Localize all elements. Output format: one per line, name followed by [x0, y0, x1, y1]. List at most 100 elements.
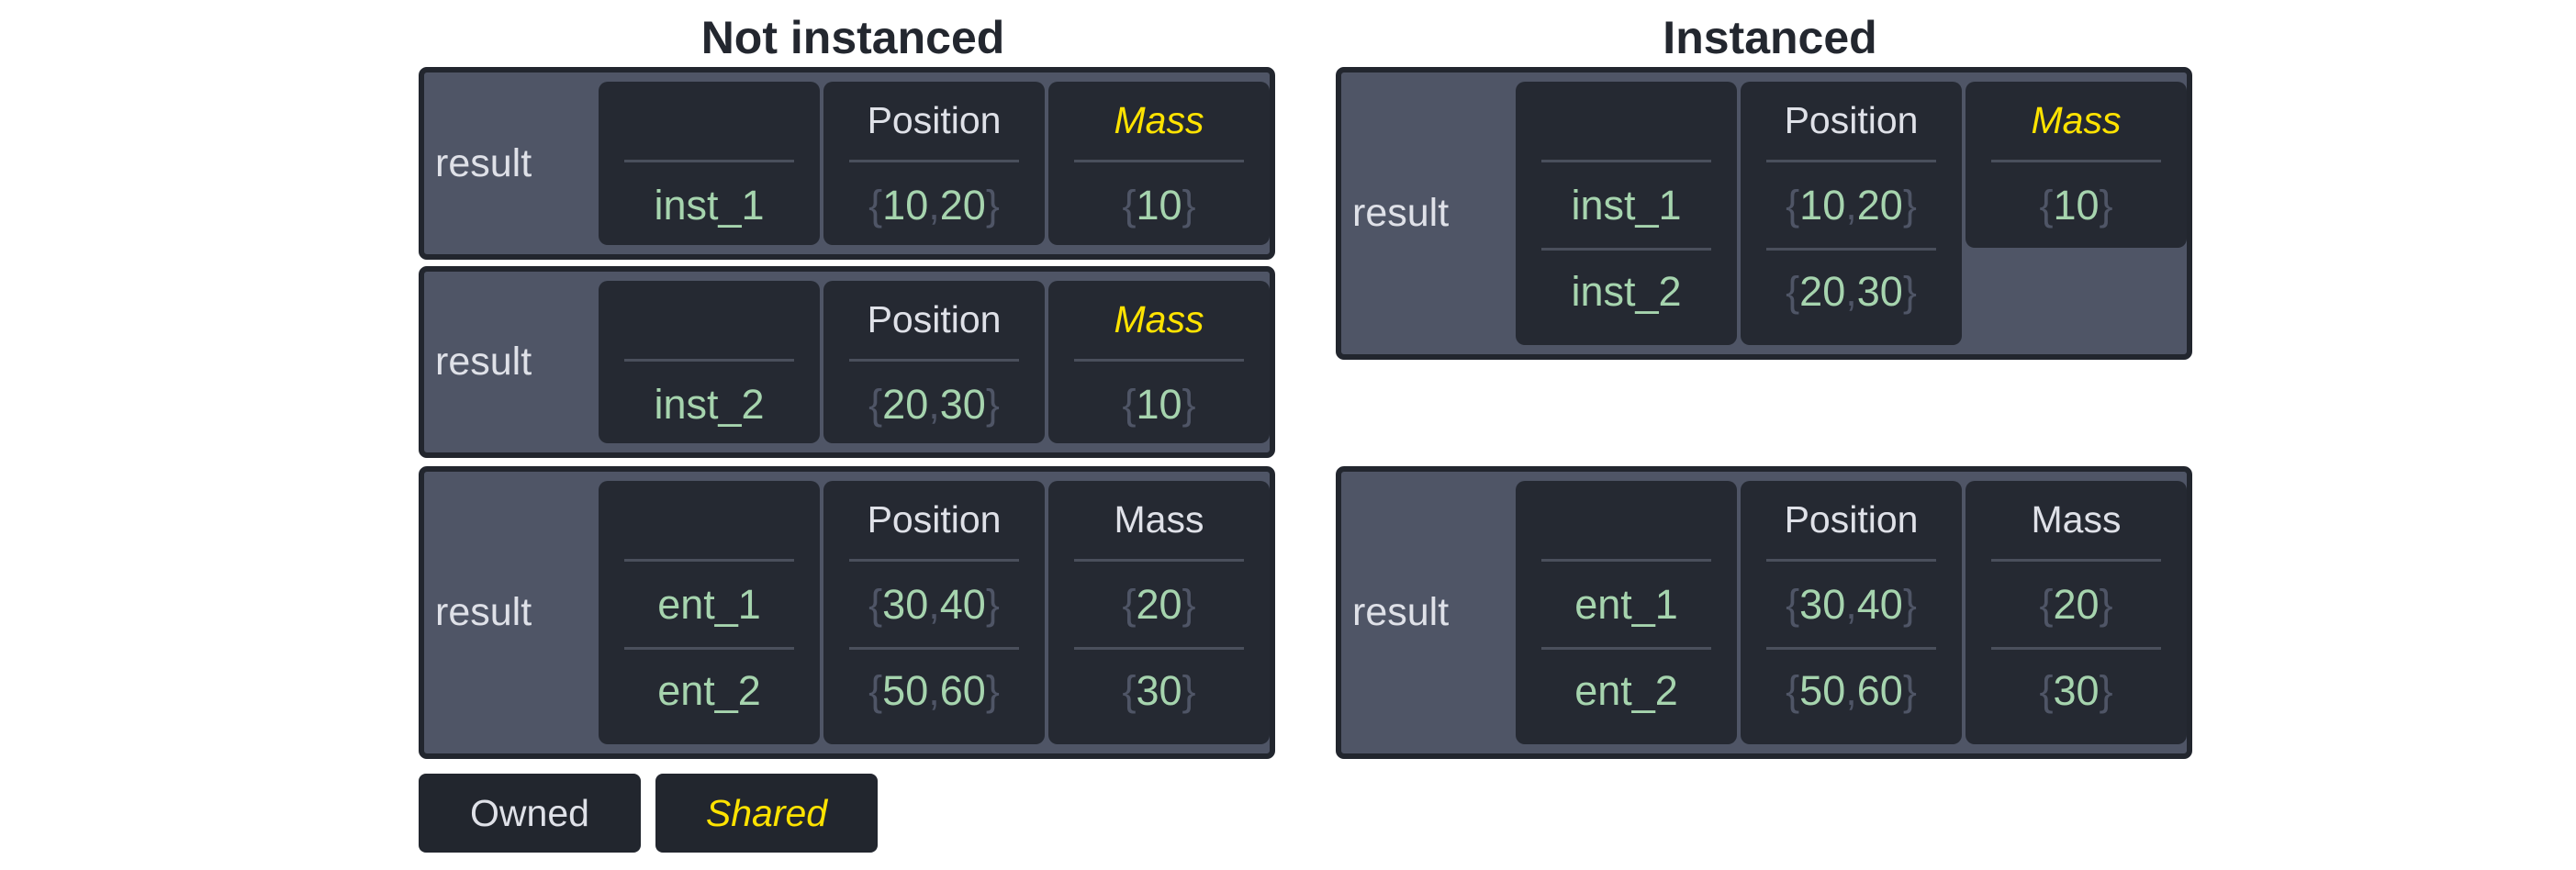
- value-cell: ent_2: [1541, 647, 1711, 732]
- columns: inst_1 Position{10, 20} Mass{10}: [599, 82, 1270, 245]
- title-instanced: Instanced: [1663, 12, 1877, 63]
- component-value: 30: [939, 380, 986, 428]
- value-cell: {20, 30}: [849, 362, 1019, 447]
- result-panel: result inst_1 inst_2 Position{10, 20}{20, 3…: [1336, 67, 2192, 360]
- brace-close: }: [1902, 268, 1917, 315]
- comma: ,: [1845, 667, 1857, 714]
- brace-close: }: [985, 667, 1000, 714]
- entity-name: inst_1: [1571, 181, 1682, 229]
- component-value: 40: [1856, 580, 1903, 628]
- brace-open: {: [1786, 181, 1800, 229]
- column-entity: inst_1: [599, 82, 820, 245]
- component-value: 10: [1136, 380, 1182, 428]
- brace-close: }: [1182, 667, 1196, 714]
- brace-close: }: [2099, 667, 2113, 714]
- value-cell: {10}: [1991, 162, 2161, 248]
- component-value: 20: [939, 181, 986, 229]
- result-panel: result inst_2 Position{20, 30} Mass{10}: [419, 266, 1275, 458]
- component-value: 60: [939, 667, 986, 714]
- brace-close: }: [1182, 380, 1196, 428]
- value-cell: ent_1: [624, 562, 794, 647]
- column-header: [1541, 481, 1711, 562]
- column-header: Mass: [1074, 82, 1244, 162]
- value-cell: {10}: [1074, 162, 1244, 248]
- column-header: [624, 281, 794, 362]
- column-header: Position: [1766, 82, 1936, 162]
- column-header: Mass: [1991, 82, 2161, 162]
- brace-close: }: [1902, 181, 1917, 229]
- comma: ,: [928, 667, 940, 714]
- column-header: [1541, 82, 1711, 162]
- value-cell: {50, 60}: [1766, 647, 1936, 732]
- entity-name: inst_1: [654, 181, 765, 229]
- columns: inst_2 Position {20, 30} Mass {10}: [599, 281, 1270, 443]
- result-panel: result ent_1 ent_2 Position{30, 40}{50, 60}…: [1336, 466, 2192, 759]
- comma: ,: [1845, 181, 1857, 229]
- result-panel: result inst_1 Position{10, 20} Mass{10}: [419, 67, 1275, 260]
- result-label: result: [1352, 191, 1450, 235]
- brace-close: }: [985, 380, 1000, 428]
- column-position: Position{30, 40}{50, 60}: [823, 481, 1045, 744]
- column-entity: inst_1 inst_2: [1516, 82, 1737, 345]
- column-position: Position {20, 30}: [823, 281, 1045, 443]
- entity-name: ent_1: [657, 580, 761, 628]
- column-entity: ent_1 ent_2: [599, 481, 820, 744]
- brace-close: }: [985, 181, 1000, 229]
- component-value: 20: [2053, 580, 2100, 628]
- component-value: 50: [882, 667, 929, 714]
- value-cell: {10, 20}: [1766, 162, 1936, 248]
- component-value: 20: [1799, 268, 1846, 315]
- comma: ,: [928, 580, 940, 628]
- component-value: 30: [1856, 268, 1903, 315]
- value-cell: ent_2: [624, 647, 794, 732]
- column-header: [624, 481, 794, 562]
- value-cell: {30, 40}: [1766, 562, 1936, 647]
- brace-open: {: [1122, 580, 1137, 628]
- component-value: 20: [1856, 181, 1903, 229]
- brace-close: }: [1902, 580, 1917, 628]
- comma: ,: [928, 380, 940, 428]
- component-value: 60: [1856, 667, 1903, 714]
- result-panel: result ent_1 ent_2 Position{30, 40}{50, 60}…: [419, 466, 1275, 759]
- brace-close: }: [985, 580, 1000, 628]
- entity-name: inst_2: [654, 380, 765, 428]
- title-not-instanced: Not instanced: [700, 12, 1005, 63]
- brace-open: {: [868, 667, 883, 714]
- comma: ,: [1845, 268, 1857, 315]
- value-cell: {50, 60}: [849, 647, 1019, 732]
- value-cell: {10}: [1074, 362, 1244, 447]
- brace-open: {: [1122, 380, 1137, 428]
- value-cell: inst_1: [1541, 162, 1711, 248]
- value-cell: inst_2: [1541, 248, 1711, 333]
- brace-open: {: [1786, 667, 1800, 714]
- brace-open: {: [868, 181, 883, 229]
- column-header: Mass: [1991, 481, 2161, 562]
- column-header: Position: [849, 281, 1019, 362]
- entity-name: ent_1: [1574, 580, 1678, 628]
- column-header: Position: [849, 82, 1019, 162]
- brace-close: }: [2099, 181, 2113, 229]
- component-value: 20: [882, 380, 929, 428]
- columns: ent_1 ent_2 Position{30, 40}{50, 60} Mass{2…: [1516, 481, 2187, 744]
- value-cell: {30}: [1991, 647, 2161, 732]
- column-position: Position{10, 20}{20, 30}: [1741, 82, 1962, 345]
- component-value: 10: [1799, 181, 1846, 229]
- brace-close: }: [1182, 580, 1196, 628]
- value-cell: {20}: [1991, 562, 2161, 647]
- brace-open: {: [1786, 580, 1800, 628]
- component-value: 10: [1136, 181, 1182, 229]
- brace-close: }: [1182, 181, 1196, 229]
- comma: ,: [928, 181, 940, 229]
- brace-open: {: [1122, 181, 1137, 229]
- column-position: Position {10, 20}: [823, 82, 1045, 245]
- component-value: 40: [939, 580, 986, 628]
- brace-close: }: [1902, 667, 1917, 714]
- brace-open: {: [2039, 181, 2054, 229]
- value-cell: ent_1: [1541, 562, 1711, 647]
- column-header: Mass: [1074, 481, 1244, 562]
- brace-open: {: [2039, 667, 2054, 714]
- component-value: 10: [882, 181, 929, 229]
- component-value: 50: [1799, 667, 1846, 714]
- value-cell: {30, 40}: [849, 562, 1019, 647]
- result-label: result: [1352, 590, 1450, 634]
